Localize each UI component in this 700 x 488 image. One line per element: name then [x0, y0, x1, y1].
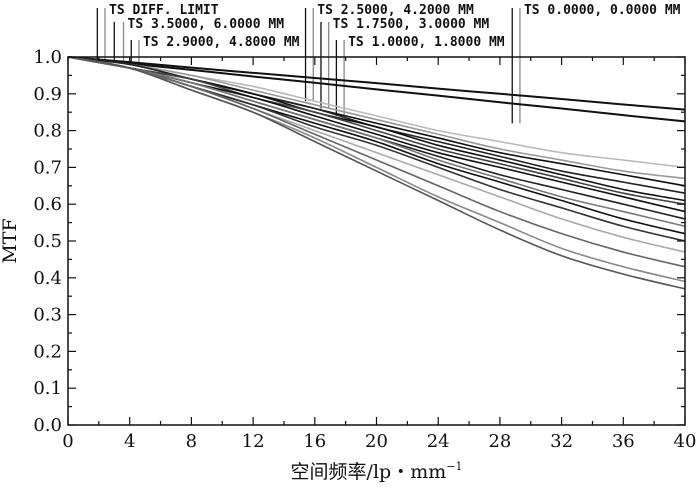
legend-label: TS 3.5000, 6.0000 MM — [128, 17, 285, 32]
mtf-series-line — [67, 56, 686, 180]
y-tick-label: 1.0 — [33, 47, 62, 68]
x-tick-label: 8 — [186, 431, 197, 452]
mtf-curves — [67, 56, 686, 290]
x-tick-label: 28 — [488, 431, 511, 452]
legend-label: TS 1.7500, 3.0000 MM — [333, 17, 490, 32]
y-tick-label: 0.7 — [33, 157, 62, 178]
mtf-series-line — [67, 56, 686, 123]
mtf-series-line — [67, 56, 686, 228]
mtf-series-line — [67, 56, 686, 205]
legend-label: TS 0.0000, 0.0000 MM — [524, 3, 681, 18]
x-tick-labels: 0 4 8 12 16 20 24 28 32 36 40 — [62, 431, 696, 452]
legend-label: TS DIFF. LIMIT — [109, 3, 219, 18]
mtf-series-line — [67, 56, 686, 268]
x-tick-label: 32 — [550, 431, 573, 452]
y-axis-title: MTF — [0, 218, 21, 263]
x-axis-title-main: 空间频率/lp・mm — [291, 461, 447, 483]
mtf-series-line — [67, 56, 686, 253]
legend-label: TS 2.5000, 4.2000 MM — [317, 3, 474, 18]
x-tick-label: 16 — [303, 431, 326, 452]
x-axis-title-superscript: −1 — [446, 460, 462, 473]
y-tick-label: 0.4 — [33, 268, 62, 289]
x-tick-label: 0 — [62, 431, 73, 452]
x-tick-label: 12 — [242, 431, 265, 452]
x-tick-label: 36 — [612, 431, 635, 452]
x-tick-label: 24 — [427, 431, 450, 452]
x-tick-label: 20 — [365, 431, 388, 452]
axis-ticks — [67, 56, 686, 426]
y-tick-label: 0.9 — [33, 84, 62, 105]
mtf-series-line — [67, 56, 686, 242]
x-axis-title: 空间频率/lp・mm−1 — [291, 460, 463, 483]
mtf-series-line — [67, 56, 686, 213]
y-tick-label: 0.6 — [33, 194, 62, 215]
x-tick-label: 40 — [674, 431, 697, 452]
y-tick-label: 0.8 — [33, 121, 62, 142]
mtf-series-line — [67, 56, 686, 290]
y-tick-label: 0.2 — [33, 341, 62, 362]
y-tick-label: 0.0 — [33, 415, 62, 436]
y-tick-label: 0.1 — [33, 378, 62, 399]
legend-label: TS 2.9000, 4.8000 MM — [143, 35, 300, 50]
legend-label: TS 1.0000, 1.8000 MM — [348, 35, 505, 50]
y-tick-labels: 0.0 0.1 0.2 0.3 0.4 0.5 0.6 0.7 0.8 0.9 1.0 — [33, 47, 62, 436]
x-tick-label: 4 — [124, 431, 135, 452]
y-tick-label: 0.3 — [33, 305, 62, 326]
mtf-series-line — [67, 56, 686, 111]
y-tick-label: 0.5 — [33, 231, 62, 252]
